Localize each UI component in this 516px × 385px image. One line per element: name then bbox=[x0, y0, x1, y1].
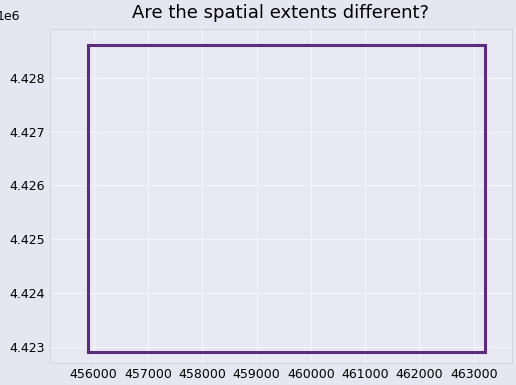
Title: Are the spatial extents different?: Are the spatial extents different? bbox=[133, 4, 429, 22]
Bar bbox=[88, 45, 485, 352]
Text: 1e6: 1e6 bbox=[0, 10, 21, 23]
